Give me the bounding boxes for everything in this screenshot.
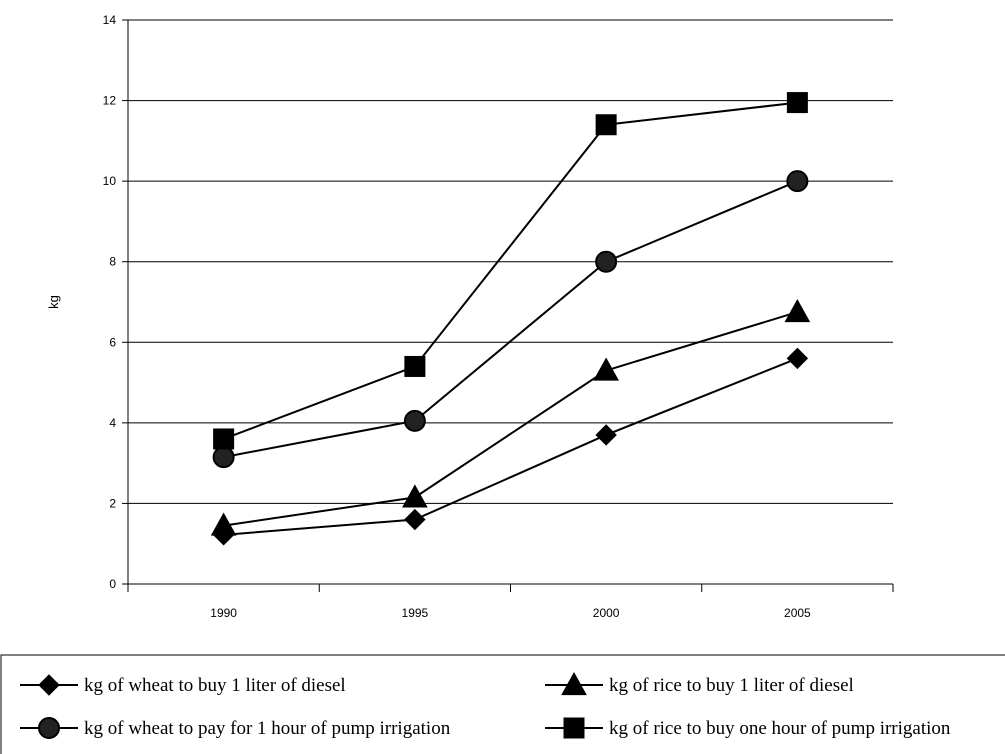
- series-line: [224, 312, 798, 526]
- data-point-triangle: [594, 358, 618, 380]
- x-tick-label: 1995: [402, 606, 429, 620]
- x-tick-label: 1990: [210, 606, 237, 620]
- legend-marker-square: [564, 718, 584, 738]
- series-line: [224, 358, 798, 534]
- x-tick-label: 2000: [593, 606, 620, 620]
- series-group: [212, 93, 810, 545]
- y-tick-label: 14: [103, 13, 117, 27]
- y-tick-label: 4: [109, 416, 116, 430]
- data-point-square: [596, 115, 616, 135]
- data-point-circle: [214, 447, 234, 467]
- legend-item: kg of rice to buy one hour of pump irrig…: [545, 718, 951, 739]
- legend-marker-diamond: [39, 675, 59, 695]
- data-point-triangle: [403, 485, 427, 507]
- series-triangle: [212, 300, 810, 535]
- y-tick-label: 12: [103, 94, 117, 108]
- x-tick-labels: 1990 1995 2000 2005: [210, 606, 811, 620]
- data-point-diamond: [596, 425, 616, 445]
- series-line: [224, 181, 798, 457]
- y-axis-title: kg: [46, 295, 61, 309]
- legend-marker-circle: [39, 718, 59, 738]
- legend-item: kg of rice to buy 1 liter of diesel: [545, 673, 854, 696]
- data-point-diamond: [787, 348, 807, 368]
- series-square: [214, 93, 808, 449]
- y-tick-label: 8: [109, 255, 116, 269]
- data-point-circle: [596, 252, 616, 272]
- data-point-square: [405, 356, 425, 376]
- y-tick-label: 6: [109, 335, 116, 349]
- y-tick-label: 2: [109, 496, 116, 510]
- y-tick-label: 0: [109, 577, 116, 591]
- data-point-square: [787, 93, 807, 113]
- x-tick-label: 2005: [784, 606, 811, 620]
- series-diamond: [214, 348, 808, 544]
- data-point-circle: [787, 171, 807, 191]
- data-point-square: [214, 429, 234, 449]
- series-line: [224, 103, 798, 439]
- legend-label: kg of rice to buy one hour of pump irrig…: [609, 718, 951, 739]
- data-point-circle: [405, 411, 425, 431]
- legend-label: kg of rice to buy 1 liter of diesel: [609, 675, 854, 696]
- legend-marker-triangle: [562, 673, 586, 695]
- legend-item: kg of wheat to pay for 1 hour of pump ir…: [20, 718, 451, 739]
- data-point-diamond: [405, 510, 425, 530]
- legend-label: kg of wheat to buy 1 liter of diesel: [84, 675, 346, 696]
- legend-box: [1, 655, 1005, 754]
- y-tick-label: 10: [103, 174, 117, 188]
- data-point-triangle: [785, 300, 809, 322]
- legend-item: kg of wheat to buy 1 liter of diesel: [20, 675, 346, 696]
- y-tick-labels: 0 2 4 6 8 10 12 14: [103, 13, 117, 591]
- legend-label: kg of wheat to pay for 1 hour of pump ir…: [84, 718, 451, 739]
- legend: kg of wheat to buy 1 liter of diesel kg o…: [1, 655, 1005, 754]
